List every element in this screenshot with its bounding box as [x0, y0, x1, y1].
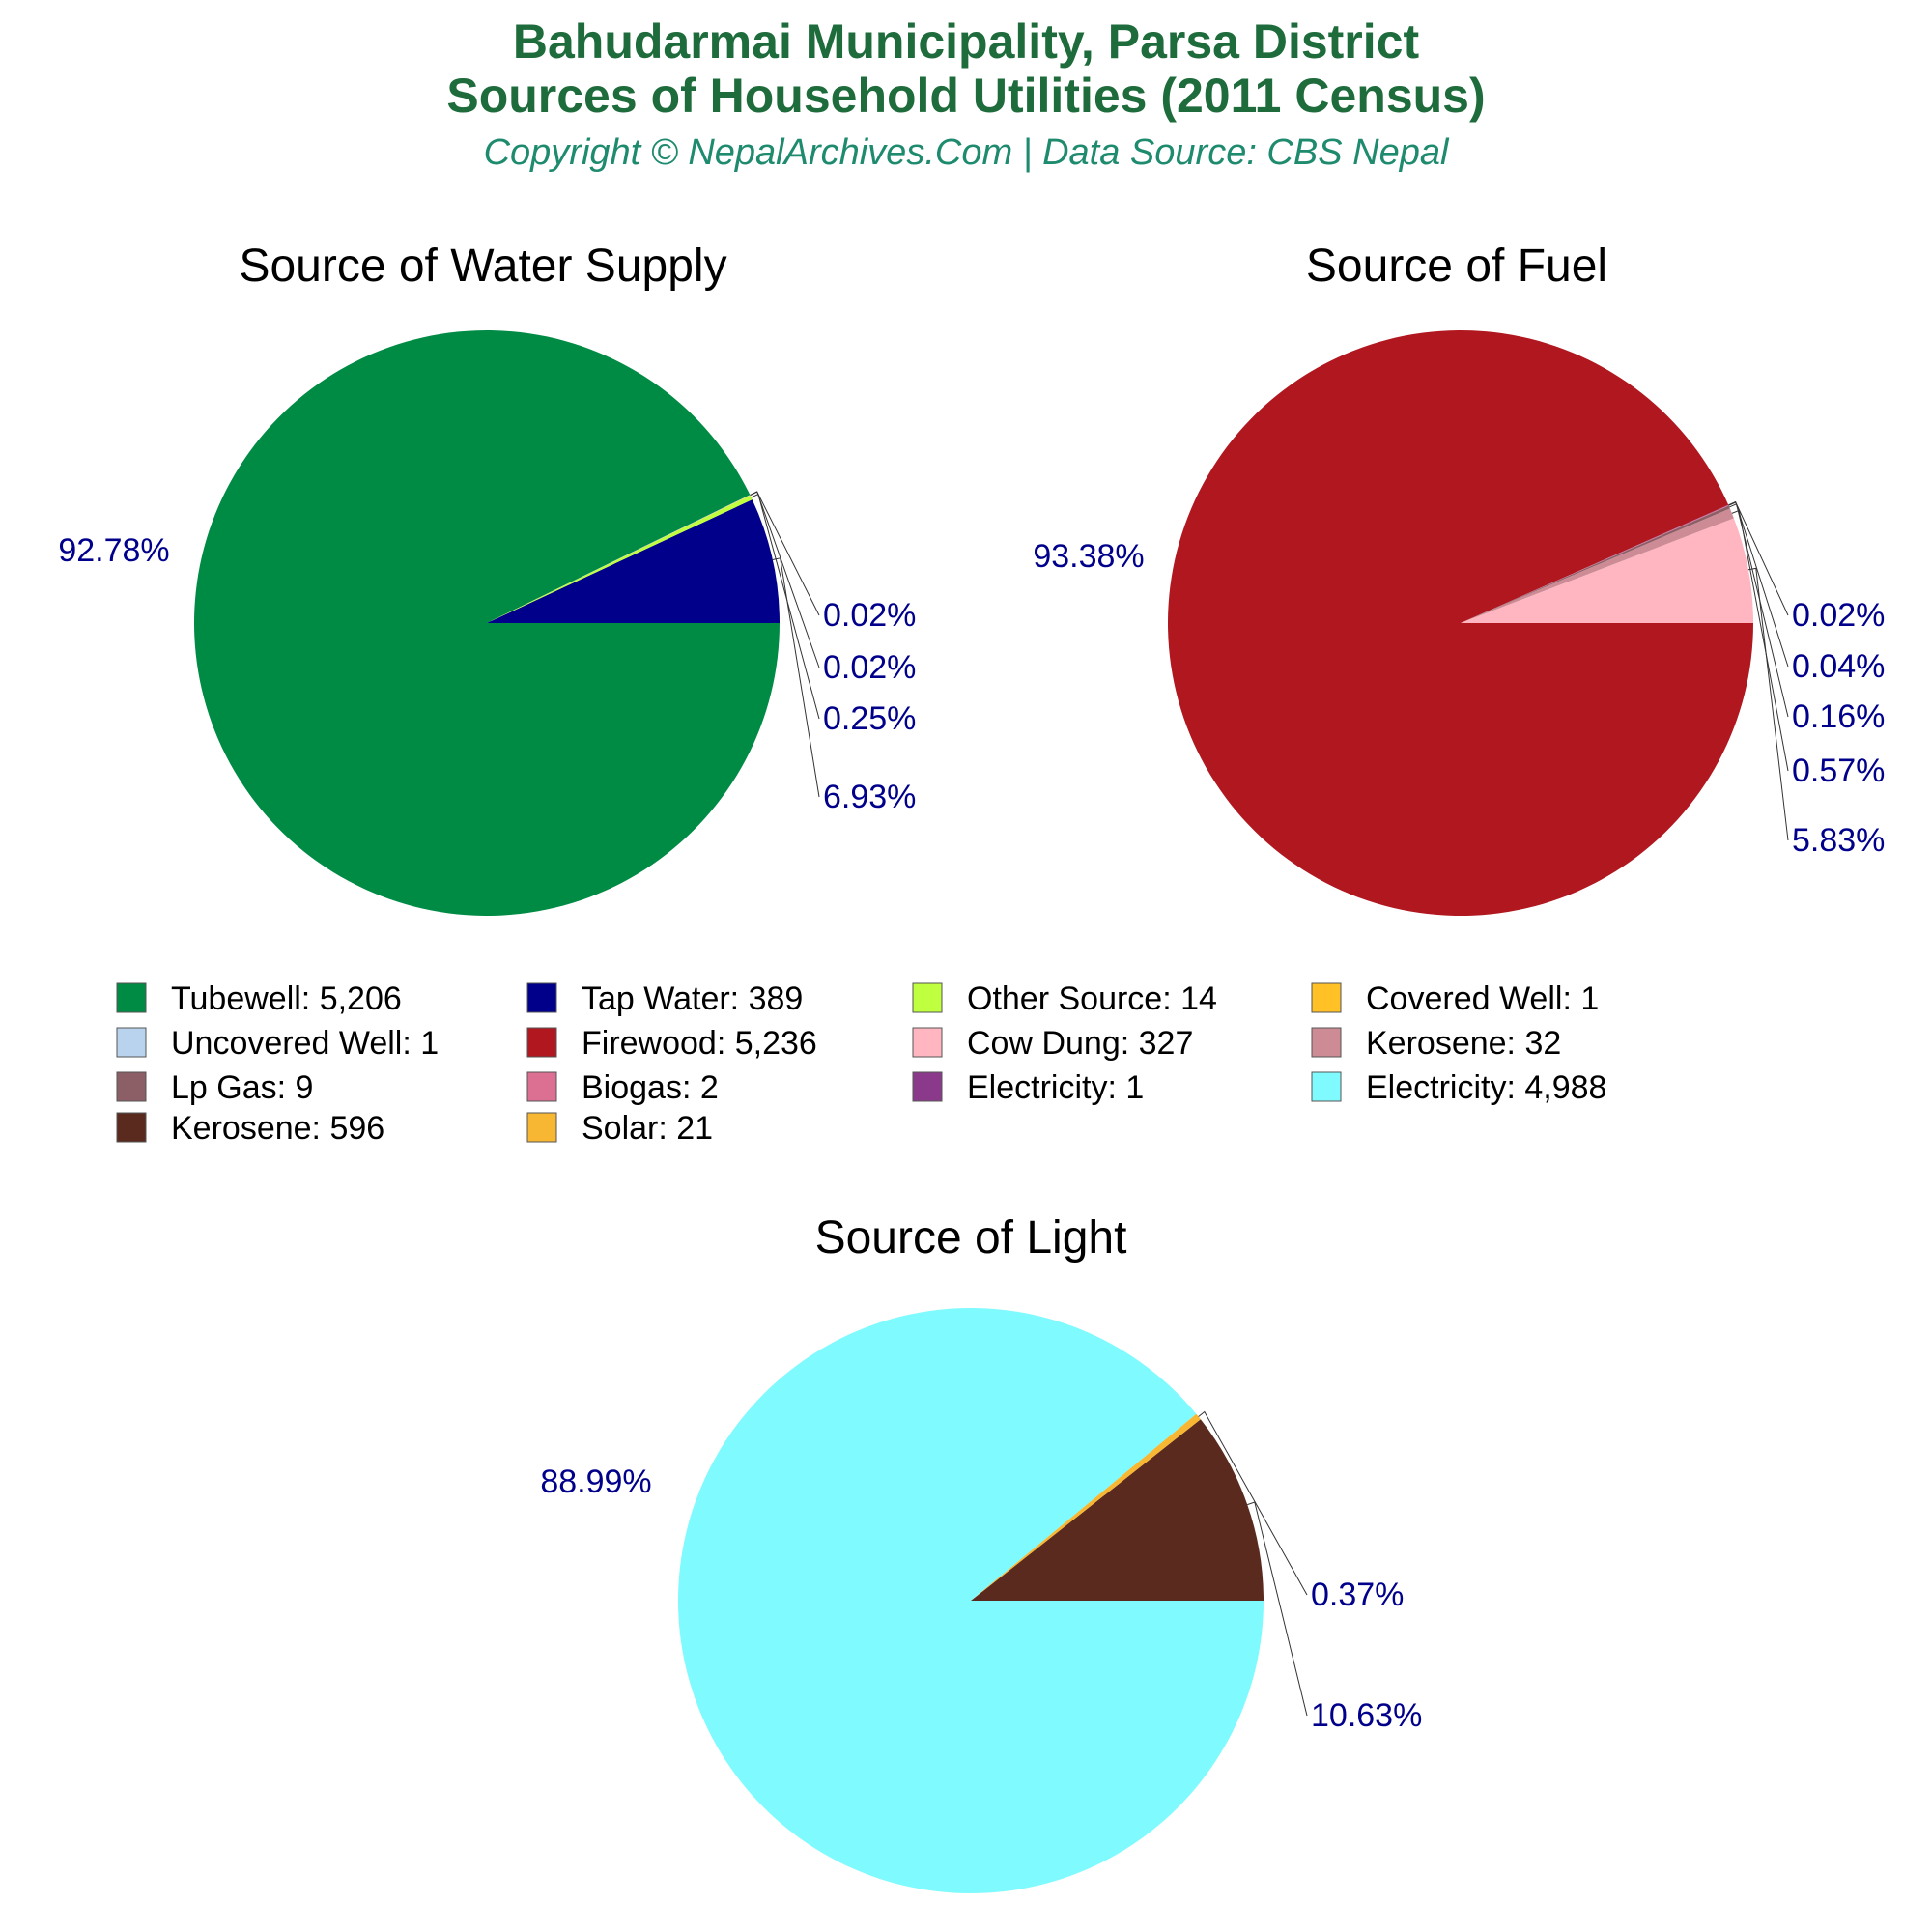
leader-line — [1198, 1410, 1308, 1596]
legend-swatch — [912, 1027, 943, 1058]
percent-label: 0.25% — [823, 700, 916, 737]
leader-line — [1728, 500, 1789, 616]
legend-label: Tubewell: 5,206 — [171, 980, 402, 1017]
chart-title: Source of Fuel — [1306, 241, 1607, 292]
pie-slice-lp-gas — [1461, 505, 1730, 623]
leader-line — [750, 491, 820, 668]
percent-label: 0.57% — [1792, 753, 1885, 789]
percent-label: 0.04% — [1792, 648, 1885, 685]
percent-label: 0.02% — [1792, 597, 1885, 634]
legend-item: Tap Water: 389 — [526, 980, 803, 1017]
legend-item: Lp Gas: 9 — [116, 1069, 313, 1106]
legend-item: Other Source: 14 — [912, 980, 1217, 1017]
legend-label: Biogas: 2 — [582, 1069, 719, 1106]
percent-label: 0.02% — [823, 597, 916, 634]
chart-title: Source of Light — [815, 1212, 1127, 1264]
legend-swatch — [116, 1027, 147, 1058]
legend-swatch — [1311, 1071, 1342, 1102]
legend-label: Solar: 21 — [582, 1110, 713, 1147]
percent-label: 10.63% — [1311, 1697, 1422, 1734]
pie-slice-solar — [971, 1413, 1201, 1601]
legend-item: Electricity: 1 — [912, 1069, 1144, 1106]
legend-label: Tap Water: 389 — [582, 980, 803, 1017]
pie-slice-firewood — [1168, 330, 1753, 917]
pie-slice-biogas — [1461, 504, 1729, 623]
percent-label: 88.99% — [540, 1463, 651, 1500]
legend-label: Other Source: 14 — [967, 980, 1217, 1017]
legend-swatch — [116, 1112, 147, 1143]
percent-label: 92.78% — [58, 532, 169, 569]
legend-item: Kerosene: 32 — [1311, 1025, 1561, 1062]
legend-label: Kerosene: 32 — [1366, 1025, 1561, 1062]
legend-item: Solar: 21 — [526, 1110, 713, 1147]
legend-swatch — [1311, 982, 1342, 1013]
pie-slice-covered-well — [487, 495, 751, 623]
legend-label: Covered Well: 1 — [1366, 980, 1599, 1017]
legend-item: Tubewell: 5,206 — [116, 980, 402, 1017]
leader-line — [1729, 503, 1789, 718]
light-pie-chart: Source of Light 88.99% 0.37% 10.63% — [540, 1212, 1422, 1893]
legend-label: Uncovered Well: 1 — [171, 1025, 439, 1062]
leader-line — [1731, 509, 1789, 772]
legend-swatch — [912, 982, 943, 1013]
legend-item: Uncovered Well: 1 — [116, 1025, 439, 1062]
legend-swatch — [526, 1027, 557, 1058]
legend-swatch — [1311, 1027, 1342, 1058]
legend-label: Electricity: 1 — [967, 1069, 1144, 1106]
percent-label: 0.02% — [823, 649, 916, 686]
leader-line — [772, 557, 820, 798]
percent-label: 0.16% — [1792, 698, 1885, 735]
leader-line — [1747, 567, 1789, 841]
leader-line — [1728, 501, 1789, 668]
legend-swatch — [526, 982, 557, 1013]
legend-swatch — [526, 1071, 557, 1102]
leader-line — [1247, 1501, 1308, 1717]
figure-subtitle: Copyright © NepalArchives.Com | Data Sou… — [484, 132, 1450, 173]
pie-slice-kerosene — [971, 1419, 1264, 1601]
legend-item: Biogas: 2 — [526, 1069, 719, 1106]
figure-title-line1: Bahudarmai Municipality, Parsa District — [513, 14, 1420, 69]
pie-slice-electricity — [678, 1307, 1264, 1893]
legend-swatch — [116, 982, 147, 1013]
figure-title-line2: Sources of Household Utilities (2011 Cen… — [446, 69, 1485, 123]
percent-label: 0.37% — [1311, 1577, 1404, 1613]
pie-slice-kerosene — [1461, 508, 1734, 623]
legend-swatch — [912, 1071, 943, 1102]
pie-slice-other-source — [487, 495, 753, 623]
legend-item: Kerosene: 596 — [116, 1110, 384, 1147]
pie-slice-tubewell — [194, 330, 781, 917]
legend-label: Electricity: 4,988 — [1366, 1069, 1606, 1106]
legend-label: Kerosene: 596 — [171, 1110, 384, 1147]
legend-item: Cow Dung: 327 — [912, 1025, 1193, 1062]
percent-label: 5.83% — [1792, 822, 1885, 859]
pie-slice-cow-dung — [1461, 518, 1753, 623]
legend-label: Firewood: 5,236 — [582, 1025, 817, 1062]
chart-title: Source of Water Supply — [239, 241, 726, 292]
percent-label: 93.38% — [1033, 538, 1144, 575]
fuel-pie-chart: Source of Fuel 93.38% 0.02% 0.04% 0.16% 0.57… — [1033, 241, 1885, 917]
legend-swatch — [116, 1071, 147, 1102]
legend-label: Cow Dung: 327 — [967, 1025, 1193, 1062]
pie-slice-uncovered-well — [487, 495, 751, 623]
leader-line — [751, 493, 820, 720]
water-supply-pie-chart: Source of Water Supply 92.78% 0.02% 0.02% 0… — [58, 241, 916, 917]
legend-item: Covered Well: 1 — [1311, 980, 1599, 1017]
legend-label: Lp Gas: 9 — [171, 1069, 313, 1106]
legend-swatch — [526, 1112, 557, 1143]
percent-label: 6.93% — [823, 779, 916, 815]
legend-item: Firewood: 5,236 — [526, 1025, 817, 1062]
pie-slice-electricity — [1461, 504, 1729, 623]
chart-legend: Tubewell: 5,206 Tap Water: 389 Other Sourc… — [116, 980, 1606, 1147]
legend-item: Electricity: 4,988 — [1311, 1069, 1606, 1106]
pie-slice-tap-water — [487, 499, 780, 623]
